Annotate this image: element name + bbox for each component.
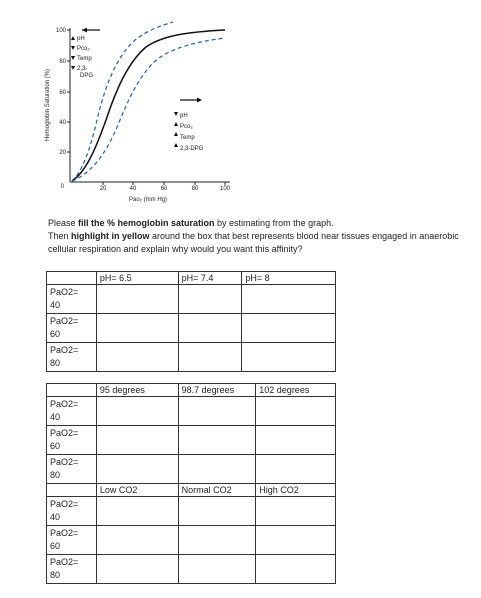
temp-co2-table: 95 degrees 98.7 degrees 102 degrees PaO2… — [46, 383, 336, 584]
answer-cell[interactable] — [95, 284, 179, 314]
row-label: PaO2= 80 — [46, 554, 97, 584]
shift-label: Temp — [77, 56, 92, 62]
x-ticks: 20 40 60 80 100 — [100, 182, 231, 192]
answer-cell[interactable] — [255, 454, 336, 484]
answer-cell[interactable] — [177, 342, 243, 372]
blank-header-cell — [46, 483, 97, 497]
answer-cell[interactable] — [95, 313, 179, 343]
right-shift-curve — [71, 37, 226, 182]
oxygen-dissociation-graph: 100 80 60 40 20 0 20 40 60 80 100 Hemogl… — [45, 21, 231, 203]
shift-label: DPG — [80, 73, 93, 79]
emphasis-fill: fill the % hemoglobin saturation — [78, 218, 215, 228]
row-label: PaO2= 40 — [46, 396, 97, 426]
x-tick-label: 100 — [220, 186, 231, 192]
answer-cell[interactable] — [255, 496, 336, 526]
x-tick-label: 60 — [161, 186, 168, 192]
x-axis-label: Pao₂ (mm Hg) — [129, 197, 167, 203]
answer-cell[interactable] — [95, 496, 179, 526]
shift-label: pH — [180, 113, 188, 119]
answer-cell[interactable] — [177, 284, 243, 314]
x-tick-label: 40 — [130, 186, 137, 192]
y-tick-label: 80 — [59, 59, 66, 65]
y-tick-label: 40 — [59, 120, 66, 126]
answer-cell[interactable] — [241, 284, 336, 314]
answer-cell[interactable] — [177, 313, 243, 343]
row-label: PaO2= 80 — [46, 454, 97, 484]
header-cell: 98.7 degrees — [177, 383, 257, 397]
header-cell: Normal CO2 — [177, 483, 257, 497]
normal-curve — [71, 29, 226, 182]
answer-cell[interactable] — [241, 313, 336, 343]
answer-cell[interactable] — [255, 525, 336, 555]
header-cell: 102 degrees — [255, 383, 336, 397]
answer-cell[interactable] — [255, 425, 336, 455]
blank-header-cell — [46, 271, 97, 285]
header-cell: pH= 6.5 — [95, 271, 179, 285]
row-label: PaO2= 80 — [46, 342, 97, 372]
emphasis-highlight: highlight in yellow — [71, 231, 150, 241]
blank-header-cell — [46, 383, 97, 397]
answer-cell[interactable] — [177, 525, 257, 555]
answer-cell[interactable] — [95, 425, 179, 455]
shift-label: Pco₂ — [180, 124, 193, 130]
ph-table: pH= 6.5 pH= 7.4 pH= 8 PaO2= 40 PaO2= 60 Pa… — [46, 271, 336, 372]
answer-cell[interactable] — [177, 496, 257, 526]
answer-cell[interactable] — [95, 525, 179, 555]
shift-label: 2,3-DPG — [180, 146, 204, 152]
y-axis-label: Hemoglobin Saturation (%) — [45, 69, 51, 141]
header-cell: 95 degrees — [95, 383, 179, 397]
answer-cell[interactable] — [177, 454, 257, 484]
header-cell: Low CO2 — [95, 483, 179, 497]
header-cell: pH= 7.4 — [177, 271, 243, 285]
answer-cell[interactable] — [95, 454, 179, 484]
instruction-line-2: Then highlight in yellow around the box … — [48, 231, 459, 254]
answer-cell[interactable] — [255, 554, 336, 584]
header-cell: High CO2 — [255, 483, 336, 497]
header-cell: pH= 8 — [241, 271, 336, 285]
right-shift-annotation: pH Pco₂ Temp 2,3-DPG — [174, 97, 204, 152]
answer-cell[interactable] — [95, 396, 179, 426]
row-label: PaO2= 60 — [46, 525, 97, 555]
y-tick-label: 0 — [61, 184, 65, 190]
left-shift-annotation: pH Pco₂ Temp 2,3- DPG — [71, 27, 100, 79]
answer-cell[interactable] — [255, 396, 336, 426]
row-label: PaO2= 40 — [46, 496, 97, 526]
answer-cell[interactable] — [95, 554, 179, 584]
shift-label: Temp — [180, 135, 195, 141]
row-label: PaO2= 40 — [46, 284, 97, 314]
x-tick-label: 20 — [100, 186, 107, 192]
y-ticks: 100 80 60 40 20 0 — [56, 28, 70, 190]
y-tick-label: 100 — [56, 28, 67, 34]
y-tick-label: 20 — [59, 150, 66, 156]
left-shift-curve — [71, 21, 174, 182]
shift-label: pH — [77, 36, 85, 42]
y-tick-label: 60 — [59, 90, 66, 96]
row-label: PaO2= 60 — [46, 313, 97, 343]
x-tick-label: 80 — [192, 186, 199, 192]
shift-label: 2,3- — [77, 66, 87, 72]
instruction-line-1: Please fill the % hemoglobin saturation … — [48, 218, 334, 228]
answer-cell[interactable] — [177, 425, 257, 455]
answer-cell[interactable] — [241, 342, 336, 372]
shift-label: Pco₂ — [77, 46, 90, 52]
answer-cell[interactable] — [177, 554, 257, 584]
answer-cell[interactable] — [95, 342, 179, 372]
instructions: Please fill the % hemoglobin saturation … — [48, 217, 478, 256]
answer-cell[interactable] — [177, 396, 257, 426]
row-label: PaO2= 60 — [46, 425, 97, 455]
